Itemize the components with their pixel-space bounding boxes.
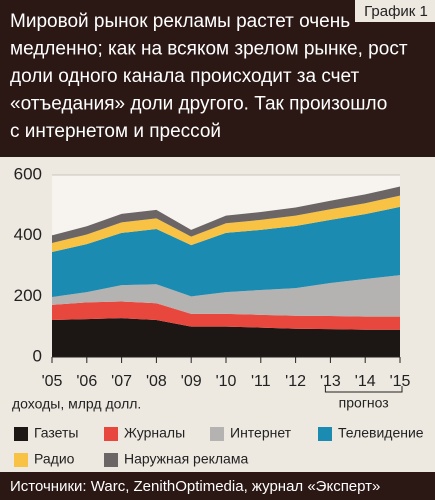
source: Источники: Warc, ZenithOptimedia, журнал… — [10, 478, 380, 495]
forecast-label: прогноз — [339, 395, 389, 411]
title-line: Мировой рынок рекламы растет очень — [10, 11, 350, 32]
x-tick-label: '15 — [390, 373, 411, 390]
footer — [0, 472, 435, 500]
x-tick-label: '10 — [216, 373, 237, 390]
area — [52, 301, 400, 330]
header — [0, 0, 435, 157]
legend-swatch — [318, 427, 332, 441]
legend-label: Газеты — [34, 425, 78, 441]
x-tick-label: '14 — [355, 373, 376, 390]
legend-swatch — [104, 453, 118, 467]
x-tick-label: '11 — [251, 373, 271, 390]
badge: График 1 — [364, 3, 428, 20]
x-tick-label: '12 — [285, 373, 306, 390]
area — [52, 206, 400, 297]
y-tick-label: 600 — [14, 164, 42, 183]
area — [52, 195, 400, 253]
x-tick-label: '09 — [181, 373, 202, 390]
title-line: с интернетом и прессой — [10, 121, 221, 142]
legend-label: Радио — [34, 451, 75, 467]
legend-label: Наружная реклама — [124, 451, 248, 467]
badge-box — [355, 0, 435, 22]
x-tick-label: '13 — [320, 373, 341, 390]
x-tick-label: '08 — [146, 373, 167, 390]
legend-label: Интернет — [230, 425, 292, 441]
x-tick-label: '06 — [76, 373, 97, 390]
title-line: доли одного канала происходит за счет — [10, 66, 359, 87]
legend-swatch — [14, 427, 28, 441]
area — [52, 275, 400, 317]
legend-swatch — [14, 453, 28, 467]
title-line: медленно; как на всяком зрелом рынке, ро… — [10, 39, 408, 60]
x-tick-label: '07 — [111, 373, 132, 390]
x-tick-label: '05 — [42, 373, 63, 390]
legend-swatch — [104, 427, 118, 441]
y-tick-label: 200 — [14, 286, 42, 305]
y-tick-label: 0 — [33, 346, 42, 365]
forecast-bracket — [324, 386, 403, 393]
legend-label: Телевидение — [338, 425, 424, 441]
title-line: «отъедания» доли другого. Так произошло — [10, 94, 387, 115]
legend-swatch — [210, 427, 224, 441]
area — [52, 186, 400, 243]
legend-label: Журналы — [124, 425, 185, 441]
y-tick-label: 400 — [14, 225, 42, 244]
area — [52, 318, 400, 357]
y-axis-label: доходы, млрд долл. — [12, 396, 141, 412]
